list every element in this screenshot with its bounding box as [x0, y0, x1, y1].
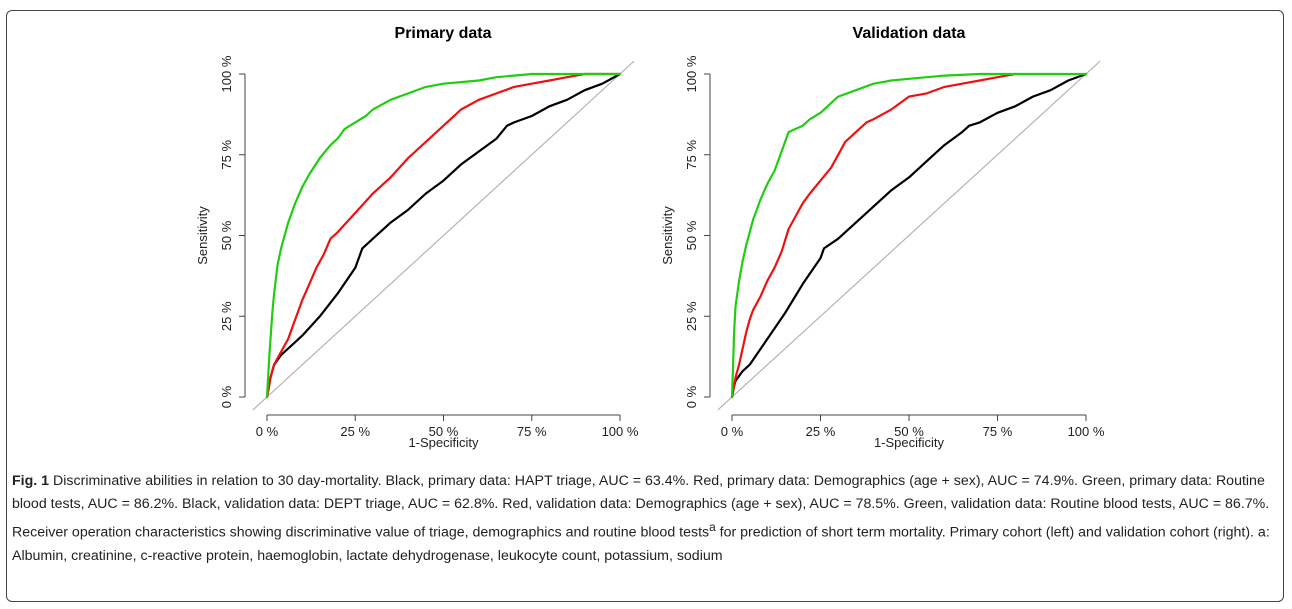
panel-2-x-tick-label: 100 % [1068, 424, 1105, 439]
figure-label: Fig. 1 [12, 473, 50, 489]
panel-1-y-axis-title: Sensitivity [195, 206, 210, 265]
caption-text-part1: Discriminative abilities in relation to … [12, 473, 1270, 541]
panel-1-x-tick-label: 0 % [256, 424, 279, 439]
panel-2-x-tick-label: 75 % [983, 424, 1013, 439]
panel-2-x-tick-label: 25 % [806, 424, 836, 439]
caption-superscript: a [709, 520, 716, 534]
panel-1-y-tick-label: 100 % [219, 55, 234, 92]
panel-2-x-axis-title: 1-Specificity [874, 435, 945, 450]
panel-2-y-axis-title: Sensitivity [660, 206, 675, 265]
panel-2-y-tick-label: 25 % [684, 301, 699, 331]
panel-2-y-tick-label: 100 % [684, 55, 699, 92]
panel-2-y-tick-label: 50 % [684, 220, 699, 250]
panel-2-x-tick-label: 50 % [894, 424, 924, 439]
panel-1-y-tick-label: 75 % [219, 139, 234, 169]
panel-1-reference-diagonal [252, 60, 635, 411]
panel-2-chart-title: Validation data [853, 25, 966, 42]
panel-1-y-tick-label: 50 % [219, 220, 234, 250]
panel-2-red-series-line [730, 72, 1017, 399]
panel-2-black-series-line [730, 72, 1088, 399]
panel-1-x-axis-title: 1-Specificity [408, 435, 479, 450]
panel-2-green-series-line [730, 72, 1088, 399]
panel-2-y-tick-label: 75 % [684, 139, 699, 169]
panel-1-y-tick-label: 0 % [219, 385, 234, 408]
panel-1-black-series-line [265, 72, 622, 399]
figure-caption: Fig. 1 Discriminative abilities in relat… [12, 470, 1274, 568]
panel-1-chart-title: Primary data [395, 25, 492, 42]
panel-1-red-series-line [265, 72, 622, 399]
panel-1-x-tick-label: 100 % [602, 424, 639, 439]
caption-text-part2: for prediction of short term mortality. … [12, 524, 1270, 564]
panel-1-green-series-line [265, 72, 622, 399]
panel-2-x-tick-label: 0 % [721, 424, 744, 439]
panel-2-y-tick-label: 0 % [684, 385, 699, 408]
panel-1-x-tick-label: 25 % [340, 424, 370, 439]
panel-1-x-tick-label: 75 % [517, 424, 547, 439]
panel-2-reference-diagonal [717, 60, 1101, 411]
figure-frame [6, 10, 1284, 602]
roc-charts: Primary data 0 % 25 % 50 % 75 % 100 % 0 % 25 % 5… [195, 25, 1105, 450]
panel-1-y-tick-label: 25 % [219, 301, 234, 331]
panel-1-x-tick-label: 50 % [429, 424, 459, 439]
